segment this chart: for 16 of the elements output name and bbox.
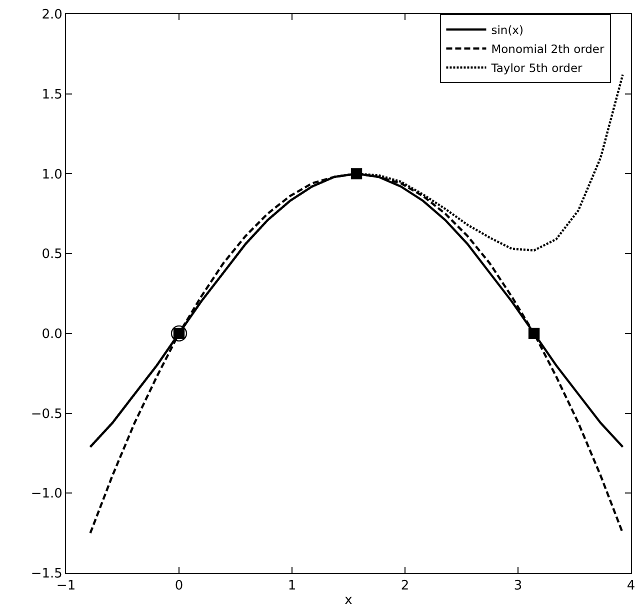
y-tick-label: −1.0	[30, 486, 62, 502]
y-tick-label: 0.0	[42, 326, 62, 342]
x-tick-label: 0	[174, 578, 184, 594]
y-tick-label: 0.5	[42, 247, 62, 262]
y-tick-label: 2.0	[42, 8, 62, 23]
y-tick-label: −0.5	[30, 406, 62, 422]
legend-label: Monomial 2th order	[491, 42, 605, 56]
x-tick-label: 3	[514, 578, 522, 594]
legend-label: Taylor 5th order	[490, 60, 583, 75]
x-tick-label: 2	[400, 578, 410, 594]
x-tick-label: 1	[288, 578, 296, 594]
y-tick-label: 1.0	[42, 167, 62, 182]
y-tick-label: 1.5	[42, 87, 62, 102]
x-axis-title: x	[344, 593, 353, 608]
x-tick-label: 4	[626, 578, 636, 594]
legend-label: sin(x)	[491, 22, 524, 37]
